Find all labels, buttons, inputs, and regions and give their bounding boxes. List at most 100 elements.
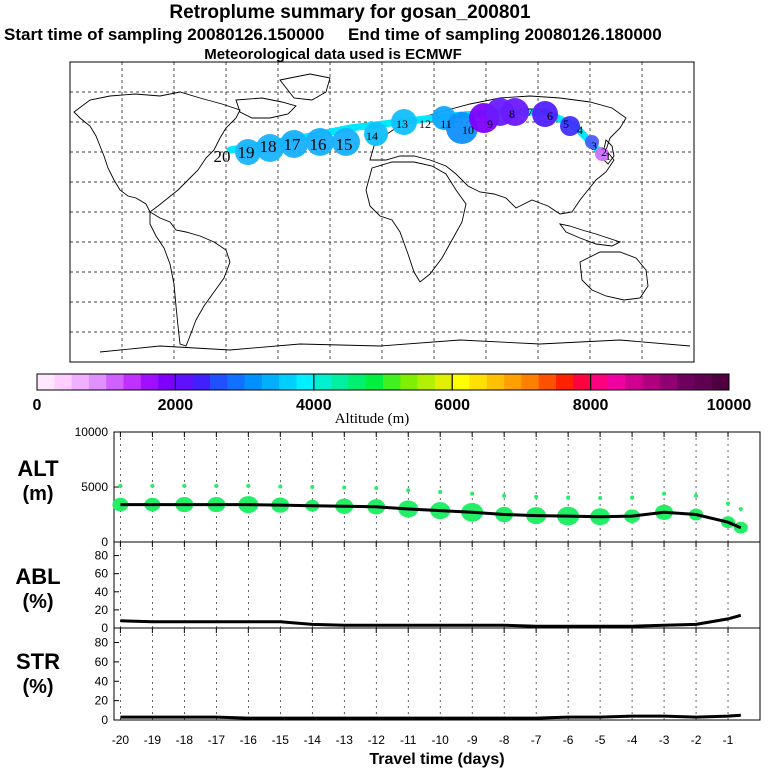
plume-day-label: 12 [419,117,431,131]
colorbar-swatch [192,374,211,390]
abl-y-tick-label: 60 [95,567,109,581]
alt-scatter-spread [374,486,379,491]
plume-day-label: 20 [214,147,231,166]
plume-day-label: 14 [366,129,378,143]
alt-scatter-spread [726,501,731,506]
alt-scatter-spread [310,485,315,489]
alt-scatter-spread [534,494,539,499]
colorbar-tick-label: 4000 [296,397,332,414]
plume-day-label: 15 [336,135,353,154]
plume-day-label: 7 [527,105,533,119]
alt-scatter-spread [214,483,219,488]
colorbar-swatch [642,374,661,390]
plume-day-label: 2 [601,145,607,159]
colorbar-swatch [106,374,124,390]
plume-day-label: 10 [462,123,474,137]
alt-scatter-spread [470,491,475,496]
abl-y-tick-label: 40 [95,585,109,599]
colorbar-swatch [659,374,678,390]
colorbar-swatch [261,374,280,390]
plume-day-label: 3 [591,139,597,153]
abl-y-tick-label: 20 [95,603,109,617]
x-axis-title: Travel time (days) [369,751,504,768]
alt-scatter-spread [694,493,699,498]
colorbar-tick-label: 8000 [573,397,609,414]
colorbar-swatch [158,374,176,390]
colorbar-swatch [123,374,142,390]
colorbar-swatch [88,374,107,390]
plume-blob [306,128,334,156]
x-tick-label: -11 [400,733,417,747]
x-tick-label: -12 [368,733,386,747]
colorbar-swatch [296,374,315,390]
plume-day-label: 4 [577,123,583,137]
alt-scatter-spread [118,483,123,488]
alt-scatter-spread [630,495,635,500]
colorbar-swatch [590,374,609,390]
plume-day-label: 11 [440,117,452,131]
alt-scatter-spread [662,491,667,496]
colorbar-swatch [625,374,643,390]
x-tick-label: -20 [112,733,130,747]
alt-panel-unit: (m) [22,483,53,505]
start-time-label: Start time of sampling 20080126.150000 [4,25,325,44]
colorbar-swatch [227,374,245,390]
colorbar-swatch [140,374,159,390]
colorbar-swatch [400,374,418,390]
sampling-time-line: Start time of sampling 20080126.150000 E… [4,25,662,45]
x-tick-label: -18 [176,733,194,747]
alt-scatter-spread [502,493,507,498]
x-tick-label: -2 [691,733,702,747]
str-y-tick-label: 60 [95,655,109,669]
colorbar-swatch [521,374,539,390]
colorbar-tick-label: 6000 [434,397,470,414]
plume-blob [595,147,609,161]
plume-day-label: 8 [509,107,515,121]
alt-y-tick-label: 5000 [81,480,108,494]
x-tick-label: -10 [432,733,450,747]
alt-scatter-point [733,521,748,534]
x-tick-label: -16 [240,733,258,747]
plume-day-label: 18 [260,137,277,156]
alt-scatter-spread [278,484,283,489]
alt-scatter-spread [566,495,571,500]
alt-series-line [120,503,742,530]
colorbar-swatch [452,374,470,390]
colorbar-tick-label: 2000 [158,397,194,414]
coastlines [73,73,691,353]
alt-scatter-spread [182,483,187,488]
plume-blob [501,98,529,126]
alt-panel-frame [113,431,761,543]
alt-scatter-spread [342,485,347,490]
plume-blob [280,130,308,158]
colorbar-swatch [486,374,505,390]
colorbar-swatch [434,374,453,390]
colorbar-swatch [538,374,557,390]
colorbar-swatch [573,374,591,390]
colorbar-swatch [383,374,401,390]
plume-blob [235,139,261,165]
colorbar-swatch [417,374,436,390]
world-map: 20 19 18 17 16 15 14 13 12 11 10 9 8 7 65 43 21 [69,61,695,363]
alt-scatter-spread [438,489,443,494]
plume-day-label: 5 [563,117,569,131]
colorbar-swatch [348,374,366,390]
x-tick-label: -6 [563,733,574,747]
abl-panel-unit: (%) [22,591,53,613]
plume-blob [332,128,360,156]
colorbar-swatch [279,374,297,390]
colorbar-swatch [556,374,574,390]
end-time-label: End time of sampling 20080126.180000 [347,25,662,44]
x-tick-label: -19 [144,733,162,747]
colorbar-swatch [677,374,695,390]
colorbar-swatch [694,374,712,390]
retroplume-track [226,98,609,165]
colorbar-swatch [54,374,72,390]
plume-day-label: 1 [605,149,611,163]
colorbar-swatch [504,374,522,390]
str-y-tick-label: 0 [101,713,108,727]
str-series-line [120,713,741,720]
colorbar-swatch [210,374,228,390]
colorbar-swatch [469,374,488,390]
